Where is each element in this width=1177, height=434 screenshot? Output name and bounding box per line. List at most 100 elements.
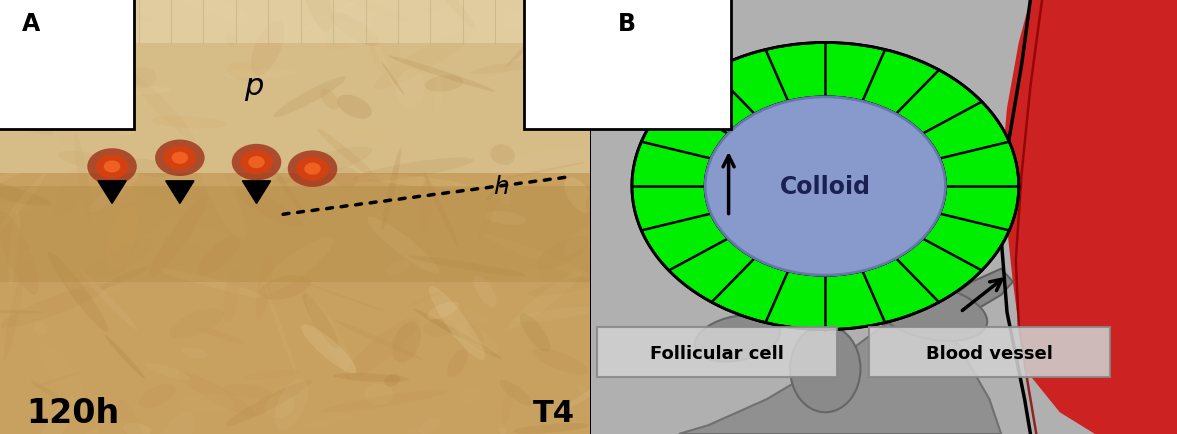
Ellipse shape [224,69,298,80]
Circle shape [248,157,265,169]
Ellipse shape [35,69,59,82]
Ellipse shape [499,380,533,406]
Ellipse shape [420,417,440,434]
Ellipse shape [520,314,551,352]
Ellipse shape [585,12,714,49]
Ellipse shape [95,47,122,91]
Ellipse shape [55,428,99,434]
Ellipse shape [0,0,84,15]
Ellipse shape [367,217,439,274]
Ellipse shape [386,260,410,276]
Text: 120h: 120h [27,396,120,429]
Ellipse shape [48,85,171,97]
Ellipse shape [564,227,593,256]
Ellipse shape [224,384,272,399]
Ellipse shape [299,0,332,33]
Ellipse shape [406,289,446,308]
Ellipse shape [0,174,46,230]
Ellipse shape [485,211,526,226]
Ellipse shape [106,206,138,271]
Ellipse shape [111,187,137,204]
Ellipse shape [513,307,594,323]
Ellipse shape [427,302,459,319]
Ellipse shape [180,114,201,144]
Ellipse shape [532,349,588,374]
Ellipse shape [0,79,62,139]
Ellipse shape [490,149,586,176]
Ellipse shape [181,348,207,359]
Ellipse shape [343,0,411,23]
Ellipse shape [125,159,172,178]
Ellipse shape [264,283,297,375]
Circle shape [287,151,338,187]
Ellipse shape [92,96,135,136]
Ellipse shape [557,365,639,413]
Circle shape [87,149,137,185]
Ellipse shape [157,268,265,298]
Ellipse shape [118,398,155,434]
Ellipse shape [305,414,352,428]
Ellipse shape [199,236,240,276]
Polygon shape [98,181,126,204]
Ellipse shape [0,310,45,314]
Ellipse shape [322,118,420,158]
Ellipse shape [504,10,526,28]
Ellipse shape [32,373,79,388]
Ellipse shape [74,135,92,222]
Ellipse shape [499,427,506,434]
Ellipse shape [149,196,207,278]
Ellipse shape [167,238,178,247]
Ellipse shape [468,184,487,193]
Ellipse shape [58,424,74,434]
Ellipse shape [244,370,300,380]
Ellipse shape [240,166,282,184]
Ellipse shape [145,363,189,380]
FancyBboxPatch shape [0,0,590,434]
Ellipse shape [434,26,459,44]
Ellipse shape [0,283,108,328]
Ellipse shape [32,397,75,434]
Ellipse shape [381,62,405,97]
FancyBboxPatch shape [870,328,1110,378]
Ellipse shape [371,33,395,87]
Ellipse shape [433,79,443,115]
Ellipse shape [576,385,596,399]
Ellipse shape [413,309,501,359]
Text: T4: T4 [533,398,574,427]
Ellipse shape [392,322,421,363]
Ellipse shape [88,173,139,213]
Ellipse shape [460,388,480,402]
Ellipse shape [408,256,527,277]
Ellipse shape [418,181,431,234]
Ellipse shape [694,315,780,362]
Ellipse shape [539,33,588,47]
Ellipse shape [467,325,484,342]
Ellipse shape [34,322,48,335]
Ellipse shape [346,317,420,379]
Ellipse shape [447,349,467,377]
Ellipse shape [127,72,195,142]
Ellipse shape [337,95,372,119]
Ellipse shape [100,267,148,289]
Text: p: p [244,72,264,101]
Ellipse shape [484,234,596,279]
Text: B: B [618,12,637,36]
Ellipse shape [224,269,240,322]
Ellipse shape [498,184,511,206]
FancyBboxPatch shape [591,0,1177,434]
FancyBboxPatch shape [0,0,590,174]
Ellipse shape [81,84,102,117]
Ellipse shape [200,158,246,239]
Ellipse shape [367,175,468,189]
Ellipse shape [48,3,155,23]
Ellipse shape [129,68,157,89]
Circle shape [240,151,273,175]
Ellipse shape [259,237,333,295]
Ellipse shape [423,319,453,337]
Ellipse shape [251,21,285,76]
Ellipse shape [292,279,387,312]
Ellipse shape [191,230,234,251]
Ellipse shape [0,212,39,295]
Ellipse shape [501,385,513,424]
Ellipse shape [259,276,311,300]
